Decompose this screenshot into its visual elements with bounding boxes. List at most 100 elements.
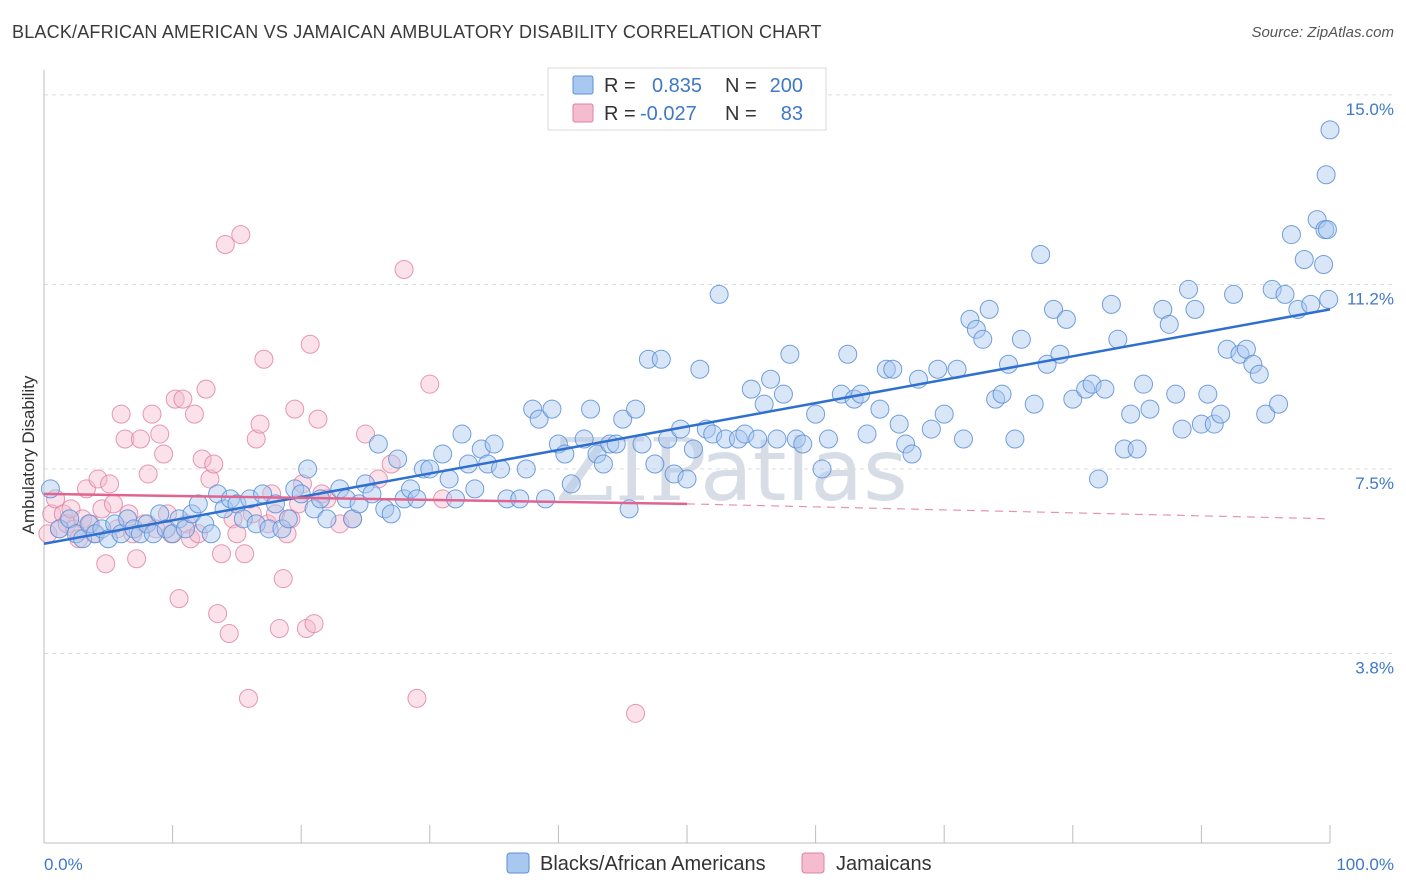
legend-r-label-0: R = bbox=[604, 75, 636, 97]
jamaican-point bbox=[127, 549, 147, 569]
jamaican-point bbox=[273, 569, 293, 589]
black-point bbox=[452, 424, 472, 444]
grid-lines bbox=[44, 94, 1394, 654]
black-point bbox=[220, 489, 240, 509]
legend-n-value-0: 200 bbox=[770, 75, 803, 97]
x-tick-label-min: 0.0% bbox=[44, 855, 83, 874]
black-point bbox=[651, 349, 671, 369]
jamaican-point bbox=[300, 334, 320, 354]
source-label: Source: ZipAtlas.com bbox=[1251, 24, 1394, 41]
legend-n-value-1: 83 bbox=[781, 103, 803, 125]
black-point bbox=[1159, 314, 1179, 334]
black-point bbox=[966, 319, 986, 339]
black-point bbox=[1211, 404, 1231, 424]
jamaican-point bbox=[211, 544, 231, 564]
jamaican-point bbox=[407, 688, 427, 708]
black-point bbox=[388, 449, 408, 469]
jamaican-point bbox=[208, 604, 228, 624]
legend-n-label-1: N = bbox=[725, 103, 757, 125]
jamaican-point bbox=[173, 389, 193, 409]
black-point bbox=[677, 469, 697, 489]
black-point bbox=[1316, 165, 1336, 185]
black-point bbox=[1320, 120, 1340, 140]
jamaican-point bbox=[100, 474, 120, 494]
axes bbox=[43, 70, 1331, 844]
legend-r-label-1: R = bbox=[604, 103, 636, 125]
black-point bbox=[1230, 344, 1250, 364]
black-point bbox=[291, 484, 311, 504]
black-point bbox=[619, 499, 639, 519]
black-point bbox=[1005, 429, 1025, 449]
black-point bbox=[201, 524, 221, 544]
black-point bbox=[703, 424, 723, 444]
black-point bbox=[934, 404, 954, 424]
black-point bbox=[536, 489, 556, 509]
black-point bbox=[690, 359, 710, 379]
black-point bbox=[632, 434, 652, 454]
jamaican-point bbox=[330, 514, 350, 534]
black-point bbox=[1172, 419, 1192, 439]
legend-swatch-pink bbox=[572, 103, 594, 123]
black-point bbox=[1089, 469, 1109, 489]
black-point bbox=[664, 464, 684, 484]
black-point bbox=[156, 519, 176, 539]
black-point bbox=[709, 284, 729, 304]
y-tick-label: 7.5% bbox=[1355, 474, 1394, 493]
black-point bbox=[246, 514, 266, 534]
black-point bbox=[1011, 329, 1031, 349]
black-point bbox=[561, 474, 581, 494]
black-point bbox=[1204, 414, 1224, 434]
black-point bbox=[1269, 394, 1289, 414]
black-point bbox=[1319, 289, 1339, 309]
black-point bbox=[735, 424, 755, 444]
black-point bbox=[1044, 299, 1064, 319]
black-point bbox=[523, 399, 543, 419]
black-point bbox=[1024, 394, 1044, 414]
x-tick-label-max: 100.0% bbox=[1336, 855, 1394, 874]
black-point bbox=[613, 409, 633, 429]
black-point bbox=[889, 414, 909, 434]
black-point bbox=[960, 309, 980, 329]
jamaican-trend-line-extension bbox=[686, 503, 1331, 520]
black-point bbox=[812, 459, 832, 479]
black-trend-line bbox=[43, 308, 1331, 546]
black-point bbox=[105, 514, 125, 534]
black-point bbox=[896, 434, 916, 454]
black-point bbox=[1307, 210, 1327, 230]
y-tick-label: 11.2% bbox=[1347, 289, 1394, 308]
black-point bbox=[767, 429, 787, 449]
black-point bbox=[188, 494, 208, 514]
black-point bbox=[870, 399, 890, 419]
black-point bbox=[780, 344, 800, 364]
jamaican-points bbox=[38, 225, 646, 723]
black-point bbox=[741, 379, 761, 399]
jamaican-point bbox=[142, 404, 162, 424]
black-point bbox=[1134, 374, 1154, 394]
black-point bbox=[401, 479, 421, 499]
black-point bbox=[1243, 354, 1263, 374]
black-point bbox=[806, 404, 826, 424]
jamaican-point bbox=[394, 259, 414, 279]
black-point bbox=[1166, 384, 1186, 404]
jamaican-point bbox=[304, 614, 324, 634]
black-point bbox=[233, 509, 253, 529]
legend-box-frame bbox=[547, 67, 827, 131]
jamaican-point bbox=[254, 349, 274, 369]
black-point bbox=[928, 359, 948, 379]
black-point bbox=[1108, 329, 1128, 349]
black-point bbox=[1249, 364, 1269, 384]
black-point bbox=[1179, 279, 1199, 299]
jamaican-point bbox=[165, 389, 185, 409]
black-point bbox=[317, 509, 337, 529]
black-point bbox=[272, 519, 292, 539]
jamaican-point bbox=[150, 424, 170, 444]
jamaican-point bbox=[381, 454, 401, 474]
jamaican-trend-line bbox=[43, 492, 688, 506]
legend-r-value-1: -0.027 bbox=[640, 103, 697, 125]
black-point bbox=[1262, 279, 1282, 299]
jamaican-point bbox=[356, 424, 375, 444]
jamaican-point bbox=[204, 454, 224, 474]
black-point bbox=[979, 299, 999, 319]
black-point bbox=[645, 454, 665, 474]
